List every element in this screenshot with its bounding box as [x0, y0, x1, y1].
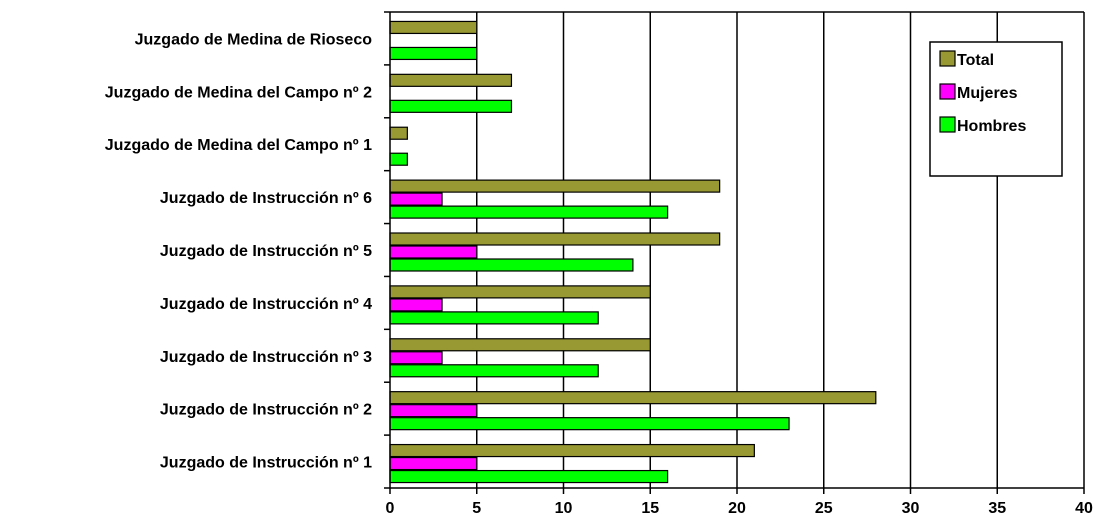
bar-mujeres	[389, 456, 478, 471]
bar-hombres	[389, 364, 599, 378]
axis-ticks	[384, 11, 1085, 494]
bar-mujeres	[389, 298, 443, 312]
category-label: Juzgado de Instrucción nº 4	[160, 296, 372, 313]
bar-total	[389, 20, 478, 35]
bar-hombres	[389, 417, 790, 431]
bar-hombres	[389, 152, 408, 166]
bar-total	[389, 179, 721, 193]
bar-hombres	[389, 469, 669, 484]
category-labels: Juzgado de Medina de Rioseco Juzgado de M…	[105, 31, 372, 471]
bar-mujeres	[389, 192, 443, 206]
x-tick-label: 35	[988, 500, 1006, 517]
x-tick-label: 20	[728, 500, 746, 517]
x-tick-label: 25	[815, 500, 833, 517]
x-tick-labels: 0 5 10 15 20 25 30 35 40	[386, 500, 1093, 517]
bar-mujeres	[389, 245, 478, 259]
category-label: Juzgado de Instrucción nº 5	[160, 243, 372, 260]
gridlines	[476, 12, 998, 488]
x-tick-label: 5	[472, 500, 481, 517]
bar-total	[389, 73, 513, 87]
x-tick-label: 30	[902, 500, 920, 517]
x-tick-label: 0	[386, 500, 395, 517]
legend-swatch-total	[939, 50, 956, 67]
bar-total	[389, 126, 408, 140]
legend-label-total: Total	[957, 52, 994, 69]
category-label: Juzgado de Medina de Rioseco	[135, 31, 373, 48]
bar-hombres	[389, 258, 634, 272]
category-label: Juzgado de Instrucción nº 2	[160, 402, 372, 419]
bar-mujeres	[389, 404, 478, 418]
bar-total	[389, 285, 651, 299]
bar-total	[389, 338, 651, 352]
category-label: Juzgado de Medina del Campo nº 2	[105, 84, 372, 101]
bar-hombres	[389, 205, 669, 219]
bar-total	[389, 443, 755, 458]
category-label: Juzgado de Medina del Campo nº 1	[105, 137, 372, 154]
category-label: Juzgado de Instrucción nº 6	[160, 190, 372, 207]
bar-total	[389, 232, 721, 246]
legend: Total Mujeres Hombres	[929, 41, 1063, 177]
x-tick-label: 10	[555, 500, 573, 517]
bars-group	[389, 20, 877, 484]
bar-total	[389, 391, 877, 405]
category-label: Juzgado de Instrucción nº 1	[160, 455, 372, 472]
x-tick-label: 40	[1075, 500, 1093, 517]
legend-label-mujeres: Mujeres	[957, 85, 1018, 102]
bar-hombres	[389, 46, 478, 61]
legend-swatch-hombres	[939, 116, 956, 133]
legend-label-hombres: Hombres	[957, 118, 1026, 135]
legend-swatch-mujeres	[939, 83, 956, 100]
bar-hombres	[389, 99, 513, 113]
bar-hombres	[389, 311, 599, 325]
bar-mujeres	[389, 351, 443, 365]
x-tick-label: 15	[641, 500, 659, 517]
category-label: Juzgado de Instrucción nº 3	[160, 349, 372, 366]
